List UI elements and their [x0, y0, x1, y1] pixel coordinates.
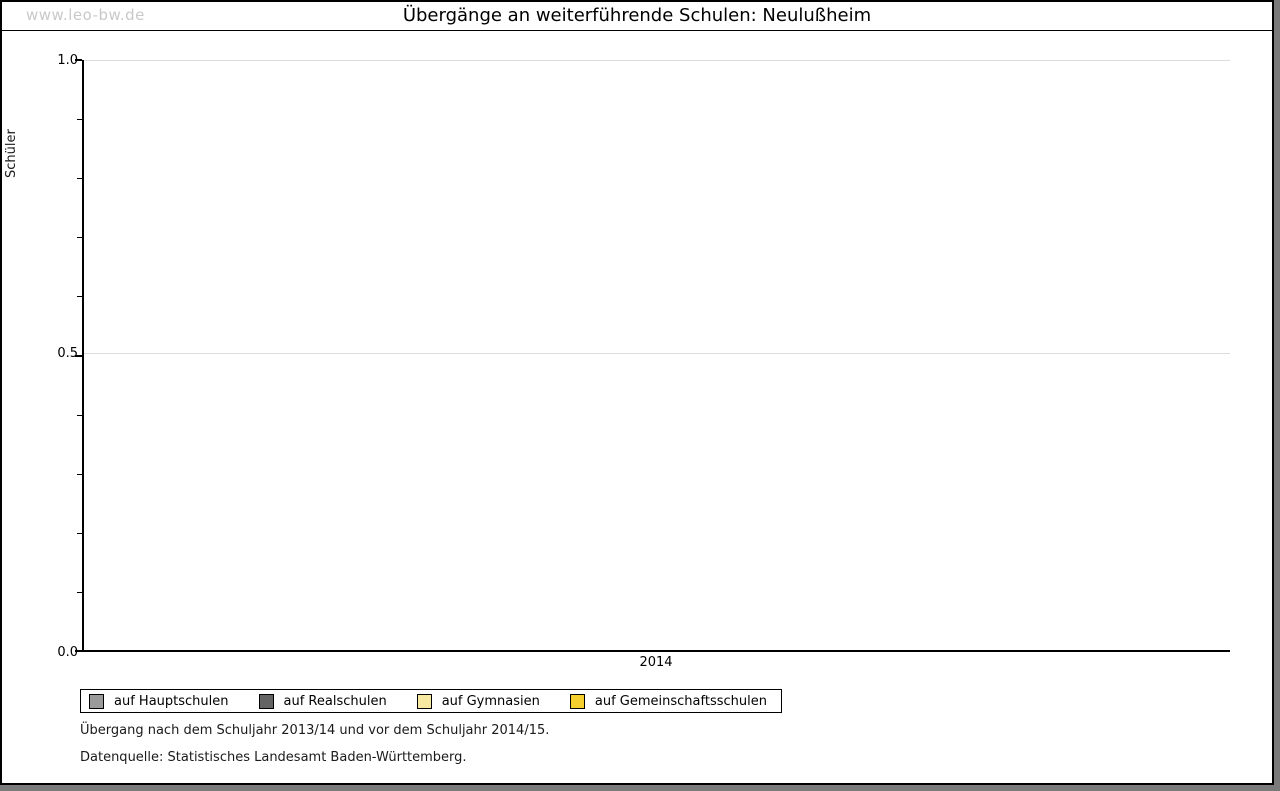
y-minor-tick: [77, 591, 82, 593]
y-minor-tick: [77, 178, 82, 180]
y-axis-line: [82, 60, 84, 652]
chart-title: Übergänge an weiterführende Schulen: Neu…: [402, 5, 872, 26]
x-axis-line: [82, 650, 1230, 652]
legend-item-realschulen: auf Realschulen: [258, 693, 387, 709]
legend-label: auf Gymnasien: [441, 693, 540, 709]
legend-label: auf Gemeinschaftsschulen: [594, 693, 767, 709]
legend-box: auf Hauptschulen auf Realschulen auf Gym…: [80, 689, 782, 713]
legend-item-gymnasien: auf Gymnasien: [416, 693, 540, 709]
footnote-period: Übergang nach dem Schuljahr 2013/14 und …: [80, 723, 550, 738]
y-minor-tick: [77, 414, 82, 416]
legend-item-hauptschulen: auf Hauptschulen: [89, 693, 229, 709]
y-tick-label-1.0: 1.0: [57, 53, 78, 68]
legend-item-gemeinschaftsschulen: auf Gemeinschaftsschulen: [569, 693, 767, 709]
gridline-1.0: [83, 60, 1230, 61]
y-minor-tick: [77, 532, 82, 534]
legend-swatch-gymnasien-icon: [416, 693, 432, 709]
y-minor-tick: [77, 296, 82, 298]
y-minor-tick: [77, 473, 82, 475]
y-major-tick: [75, 354, 82, 357]
x-tick-label: 2014: [639, 655, 673, 670]
legend-label: auf Hauptschulen: [114, 693, 229, 709]
footnote-source: Datenquelle: Statistisches Landesamt Bad…: [80, 750, 467, 765]
y-major-tick: [75, 59, 82, 61]
legend-swatch-hauptschulen-icon: [89, 693, 104, 709]
gridline-0.5: [83, 353, 1230, 354]
y-tick-label-0.0: 0.0: [57, 645, 78, 660]
legend-swatch-realschulen-icon: [258, 693, 274, 709]
site-watermark: www.leo-bw.de: [26, 6, 145, 24]
legend-label: auf Realschulen: [283, 693, 387, 709]
y-tick-label-0.5: 0.5: [57, 346, 78, 361]
legend-swatch-gemeinschaftsschulen-icon: [569, 693, 585, 709]
y-axis-title: Schüler: [4, 129, 19, 178]
y-minor-tick: [77, 237, 82, 239]
header-divider: [0, 30, 1274, 31]
y-major-tick: [75, 650, 82, 652]
y-minor-tick: [77, 119, 82, 121]
